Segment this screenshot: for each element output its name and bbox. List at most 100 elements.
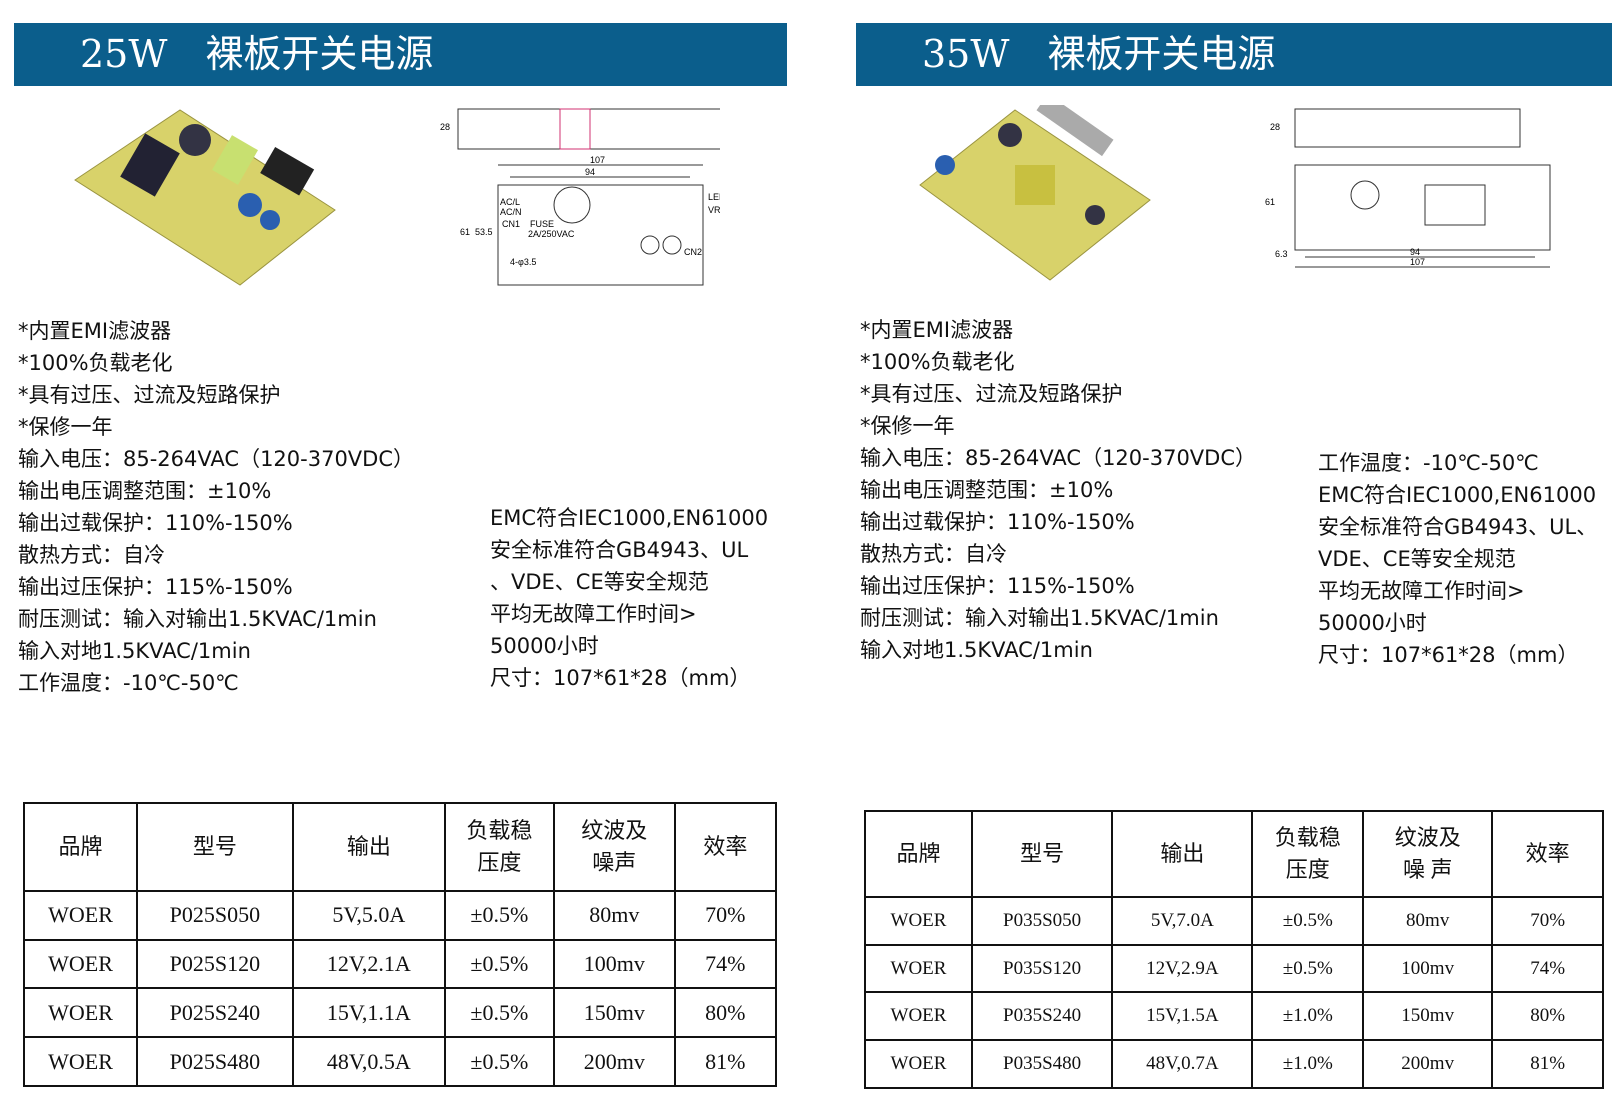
svg-text:107: 107 — [590, 155, 605, 165]
table-cell: ±0.5% — [443, 889, 555, 941]
table-row: WOER P025S240 15V,1.1A ±0.5% 150mv 80% — [23, 987, 778, 1039]
spec-line: 尺寸：107*61*28（mm） — [1318, 643, 1579, 667]
spec-line: 平均无故障工作时间> — [490, 602, 697, 626]
spec-line: *保修一年 — [18, 415, 113, 439]
table-cell: P025S240 — [135, 987, 294, 1039]
spec-line: 散热方式：自冷 — [18, 543, 165, 567]
table-cell: WOER — [23, 938, 138, 990]
table-cell: 48V,0.7A — [1111, 1039, 1254, 1089]
spec-line: 输出过压保护：115%-150% — [860, 574, 1135, 598]
table-cell: WOER — [23, 987, 138, 1039]
column-header: 负载稳 压度 — [1251, 810, 1365, 898]
spec-line: *内置EMI滤波器 — [860, 318, 1014, 342]
features2-35w: 工作温度：-10℃-50℃ EMC符合IEC1000,EN61000 安全标准符合G… — [1318, 447, 1597, 671]
svg-text:28: 28 — [1270, 122, 1280, 132]
table-cell: 74% — [1491, 943, 1604, 994]
svg-text:61: 61 — [1265, 197, 1275, 207]
table-row: WOER P035S120 12V,2.9A ±0.5% 100mv 74% — [864, 943, 1604, 994]
table-cell: 15V,1.5A — [1111, 991, 1254, 1042]
header-25w: 25W 裸板开关电源 — [14, 23, 787, 86]
table-cell: 70% — [673, 889, 778, 941]
svg-text:28: 28 — [440, 122, 450, 132]
svg-text:FUSE: FUSE — [530, 219, 554, 229]
pcb-photo-35w — [919, 105, 1151, 281]
table-row: WOER P035S480 48V,0.7A ±1.0% 200mv 81% — [864, 1039, 1604, 1089]
spec-line: 工作温度：-10℃-50℃ — [18, 671, 239, 695]
column-header: 纹波及 噪 声 — [1362, 810, 1494, 898]
column-header: 型号 — [135, 802, 294, 892]
table-cell: ±0.5% — [1251, 895, 1365, 946]
column-header: 效率 — [673, 802, 778, 892]
features-25w: *内置EMI滤波器 *100%负载老化 *具有过压、过流及短路保护 *保修一年 输入电压… — [18, 315, 414, 699]
table-row: WOER P035S050 5V,7.0A ±0.5% 80mv 70% — [864, 895, 1604, 946]
svg-text:2A/250VAC: 2A/250VAC — [528, 229, 575, 239]
spec-line: 安全标准符合GB4943、UL、 — [1318, 515, 1598, 539]
table-cell: P035S050 — [970, 895, 1114, 946]
table-cell: 5V,7.0A — [1111, 895, 1254, 946]
table-cell: P035S240 — [970, 991, 1114, 1042]
spec-line: EMC符合IEC1000,EN61000 — [490, 506, 769, 530]
table-cell: 100mv — [552, 938, 676, 990]
table-cell: ±0.5% — [443, 1036, 555, 1087]
spec-line: 、VDE、CE等安全规范 — [490, 570, 709, 594]
column-header: 输出 — [291, 802, 446, 892]
spec-line: 耐压测试：输入对输出1.5KVAC/1min — [860, 606, 1219, 630]
spec-line: 输出电压调整范围：±10% — [860, 478, 1114, 502]
spec-line: 安全标准符合GB4943、UL — [490, 538, 749, 562]
spec-line: 耐压测试：输入对输出1.5KVAC/1min — [18, 607, 377, 631]
table-cell: WOER — [864, 895, 973, 946]
table-cell: 80% — [1491, 991, 1604, 1042]
table-cell: ±0.5% — [1251, 943, 1365, 994]
table-cell: 80mv — [1362, 895, 1494, 946]
spec-line: *100%负载老化 — [18, 351, 173, 375]
svg-text:61: 61 — [460, 227, 470, 237]
table-cell: 80% — [673, 987, 778, 1039]
spec-line: 平均无故障工作时间> — [1318, 579, 1525, 603]
spec-line: 输出过载保护：110%-150% — [860, 510, 1135, 534]
spec-table-25w: 品牌 型号 输出 负载稳 压度 纹波及 噪声 效率 WOER P025S050 5V,5.0A ±… — [23, 802, 778, 1087]
dimension-drawing-25w: 107 94 61 53.5 28 AC/LAC/N CN1 FUSE2A/250VAC… — [440, 108, 720, 286]
table-cell: P035S120 — [970, 943, 1114, 994]
spec-line: 输入对地1.5KVAC/1min — [860, 638, 1093, 662]
table-cell: WOER — [23, 1036, 138, 1087]
spec-line: 50000小时 — [1318, 611, 1427, 635]
spec-line: 输入对地1.5KVAC/1min — [18, 639, 251, 663]
table-cell: WOER — [864, 1039, 973, 1089]
svg-text:AC/L: AC/L — [500, 197, 520, 207]
table-cell: P035S480 — [970, 1039, 1114, 1089]
table-cell: 81% — [673, 1036, 778, 1087]
title-25w: 25W 裸板开关电源 — [80, 32, 434, 76]
features-35w: *内置EMI滤波器 *100%负载老化 *具有过压、过流及短路保护 *保修一年 输入电压… — [860, 314, 1256, 666]
table-cell: ±1.0% — [1251, 1039, 1365, 1089]
table-cell: ±0.5% — [443, 938, 555, 990]
spec-line: 50000小时 — [490, 634, 599, 658]
column-header: 负载稳 压度 — [443, 802, 555, 892]
pcb-photo-25w — [74, 109, 336, 286]
features2-25w: EMC符合IEC1000,EN61000 安全标准符合GB4943、UL 、VDE、… — [490, 502, 768, 694]
table-cell: ±0.5% — [443, 987, 555, 1039]
svg-text:VR: VR — [708, 205, 720, 215]
table-cell: 150mv — [1362, 991, 1494, 1042]
column-header: 品牌 — [864, 810, 973, 898]
table-cell: 200mv — [1362, 1039, 1494, 1089]
table-row: WOER P035S240 15V,1.5A ±1.0% 150mv 80% — [864, 991, 1604, 1042]
spec-table-35w: 品牌 型号 输出 负载稳 压度 纹波及 噪 声效率 WOER P035S050 5V,7.0A… — [864, 810, 1604, 1089]
header-35w: 35W 裸板开关电源 — [856, 23, 1612, 86]
table-cell: 12V,2.1A — [291, 938, 446, 990]
column-header: 品牌 — [23, 802, 138, 892]
spec-line: 输出过载保护：110%-150% — [18, 511, 293, 535]
spec-line: 输入电压：85-264VAC（120-370VDC） — [18, 447, 415, 471]
spec-line: 散热方式：自冷 — [860, 542, 1007, 566]
svg-text:LED: LED — [708, 192, 720, 202]
table-cell: 81% — [1491, 1039, 1604, 1089]
table-cell: 12V,2.9A — [1111, 943, 1254, 994]
title-35w: 35W 裸板开关电源 — [922, 32, 1276, 76]
spec-line: *具有过压、过流及短路保护 — [860, 382, 1123, 406]
spec-line: 输出过压保护：115%-150% — [18, 575, 293, 599]
table-row: WOER P025S120 12V,2.1A ±0.5% 100mv 74% — [23, 938, 778, 990]
svg-text:6.3: 6.3 — [1275, 249, 1288, 259]
svg-text:94: 94 — [585, 167, 595, 177]
table-cell: WOER — [864, 943, 973, 994]
table-cell: WOER — [23, 889, 138, 941]
